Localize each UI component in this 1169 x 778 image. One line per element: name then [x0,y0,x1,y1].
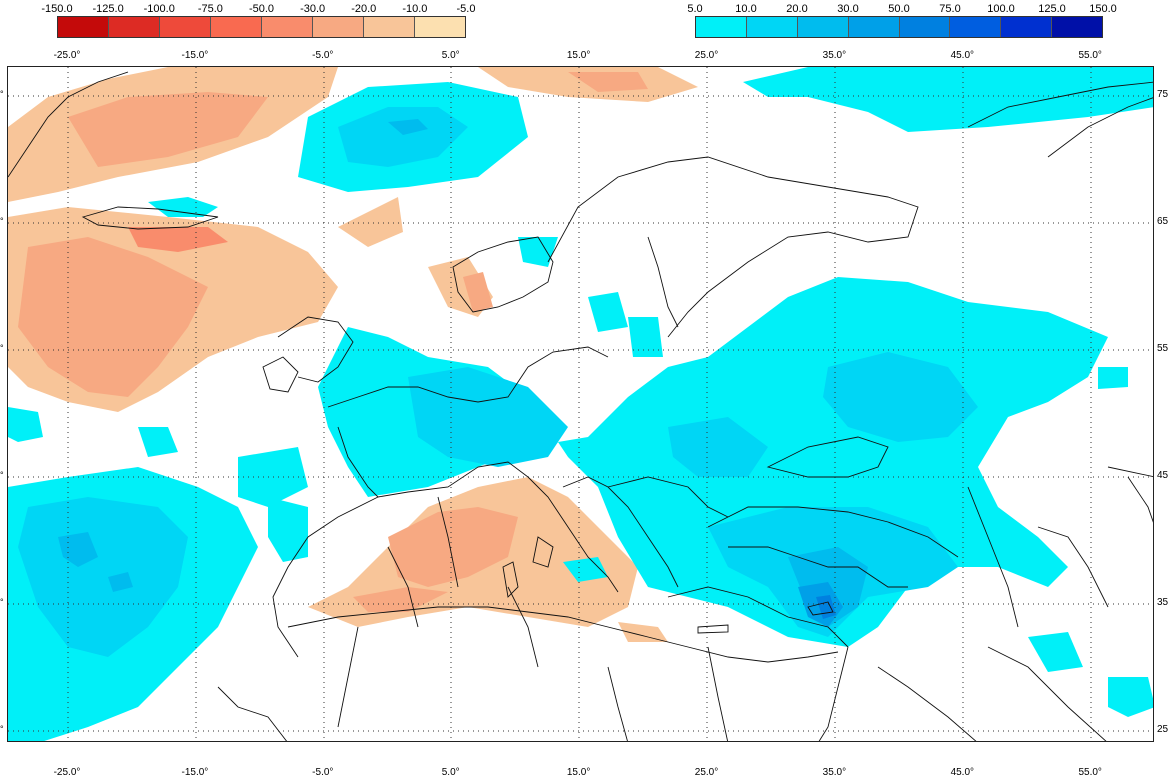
legend-swatch [1052,17,1102,37]
legend-swatch [797,17,849,37]
longitude-label: -5.0° [312,50,334,61]
longitude-label: -15.0° [181,767,209,778]
legend-swatch [696,17,747,37]
legend-tick-label: -5.0 [456,3,476,15]
legend-tick-label: -50.0 [248,3,275,15]
legend-swatch [848,17,900,37]
legend-swatch [364,17,415,37]
legend-tick-label: 30.0 [837,3,859,15]
legend-tick-label: -150.0 [41,3,73,15]
longitude-label: -15.0° [181,50,209,61]
legend-swatch [262,17,313,37]
legend-tick-label: 125.0 [1038,3,1066,15]
longitude-label: 45.0° [950,50,975,61]
legend-swatch [109,17,160,37]
legend-swatch [160,17,211,37]
longitude-label: 35.0° [822,50,847,61]
longitude-label: -25.0° [53,767,81,778]
legend-tick-label: -125.0 [92,3,124,15]
legend-tick-label: 20.0 [786,3,808,15]
legend-tick-label: -10.0 [402,3,428,15]
legend-tick-label: -75.0 [197,3,223,15]
legend-swatch [415,17,465,37]
longitude-label: -5.0° [312,767,334,778]
legend-tick-label: 150.0 [1089,3,1117,15]
legend-tick-label: -100.0 [143,3,175,15]
legend-swatch [1001,17,1053,37]
coastlines-and-borders [8,71,1153,741]
longitude-label: 5.0° [441,50,460,61]
negative-anomaly-fields [8,67,698,642]
legend-swatch [950,17,1002,37]
legend-tick-label: 50.0 [888,3,910,15]
latitude-label: 55 [1157,343,1169,354]
legend-tick-label: 75.0 [939,3,961,15]
legend-swatch [211,17,262,37]
legend-tick-label: -20.0 [351,3,377,15]
latitude-label: 25 [1157,724,1169,735]
longitude-label: 25.0° [694,50,719,61]
longitude-label: 15.0° [566,50,591,61]
longitude-label: 55.0° [1078,767,1102,778]
legend-positive-colorbar [695,16,1103,38]
legend-swatch [58,17,109,37]
legend-swatch [746,17,798,37]
latitude-label: 35 [1157,597,1169,608]
map-frame [7,66,1154,742]
latitude-tick-mark: ° [0,470,4,480]
latitude-tick-mark: ° [0,343,4,353]
positive-anomaly-fields [8,67,1153,741]
legend-negative-colorbar [57,16,466,38]
longitude-label: 5.0° [441,767,460,778]
longitude-label: 25.0° [694,767,719,778]
latitude-tick-mark: ° [0,216,4,226]
longitude-label: -25.0° [53,50,81,61]
longitude-label: 55.0° [1078,50,1102,61]
legend-tick-label: -30.0 [300,3,326,15]
latitude-tick-mark: ° [0,724,4,734]
precipitation-anomaly-map [8,67,1153,741]
latitude-label: 65 [1157,216,1169,227]
legend-tick-label: 10.0 [735,3,757,15]
longitude-label: 15.0° [566,767,591,778]
legend-tick-label: 100.0 [987,3,1015,15]
legend-tick-label: 5.0 [687,3,703,15]
legend-swatch [899,17,951,37]
latitude-tick-mark: ° [0,89,4,99]
latitude-tick-mark: ° [0,597,4,607]
legend-swatch [313,17,364,37]
latitude-label: 45 [1157,470,1169,481]
longitude-label: 35.0° [822,767,847,778]
longitude-label: 45.0° [950,767,975,778]
latitude-label: 75 [1157,89,1169,100]
